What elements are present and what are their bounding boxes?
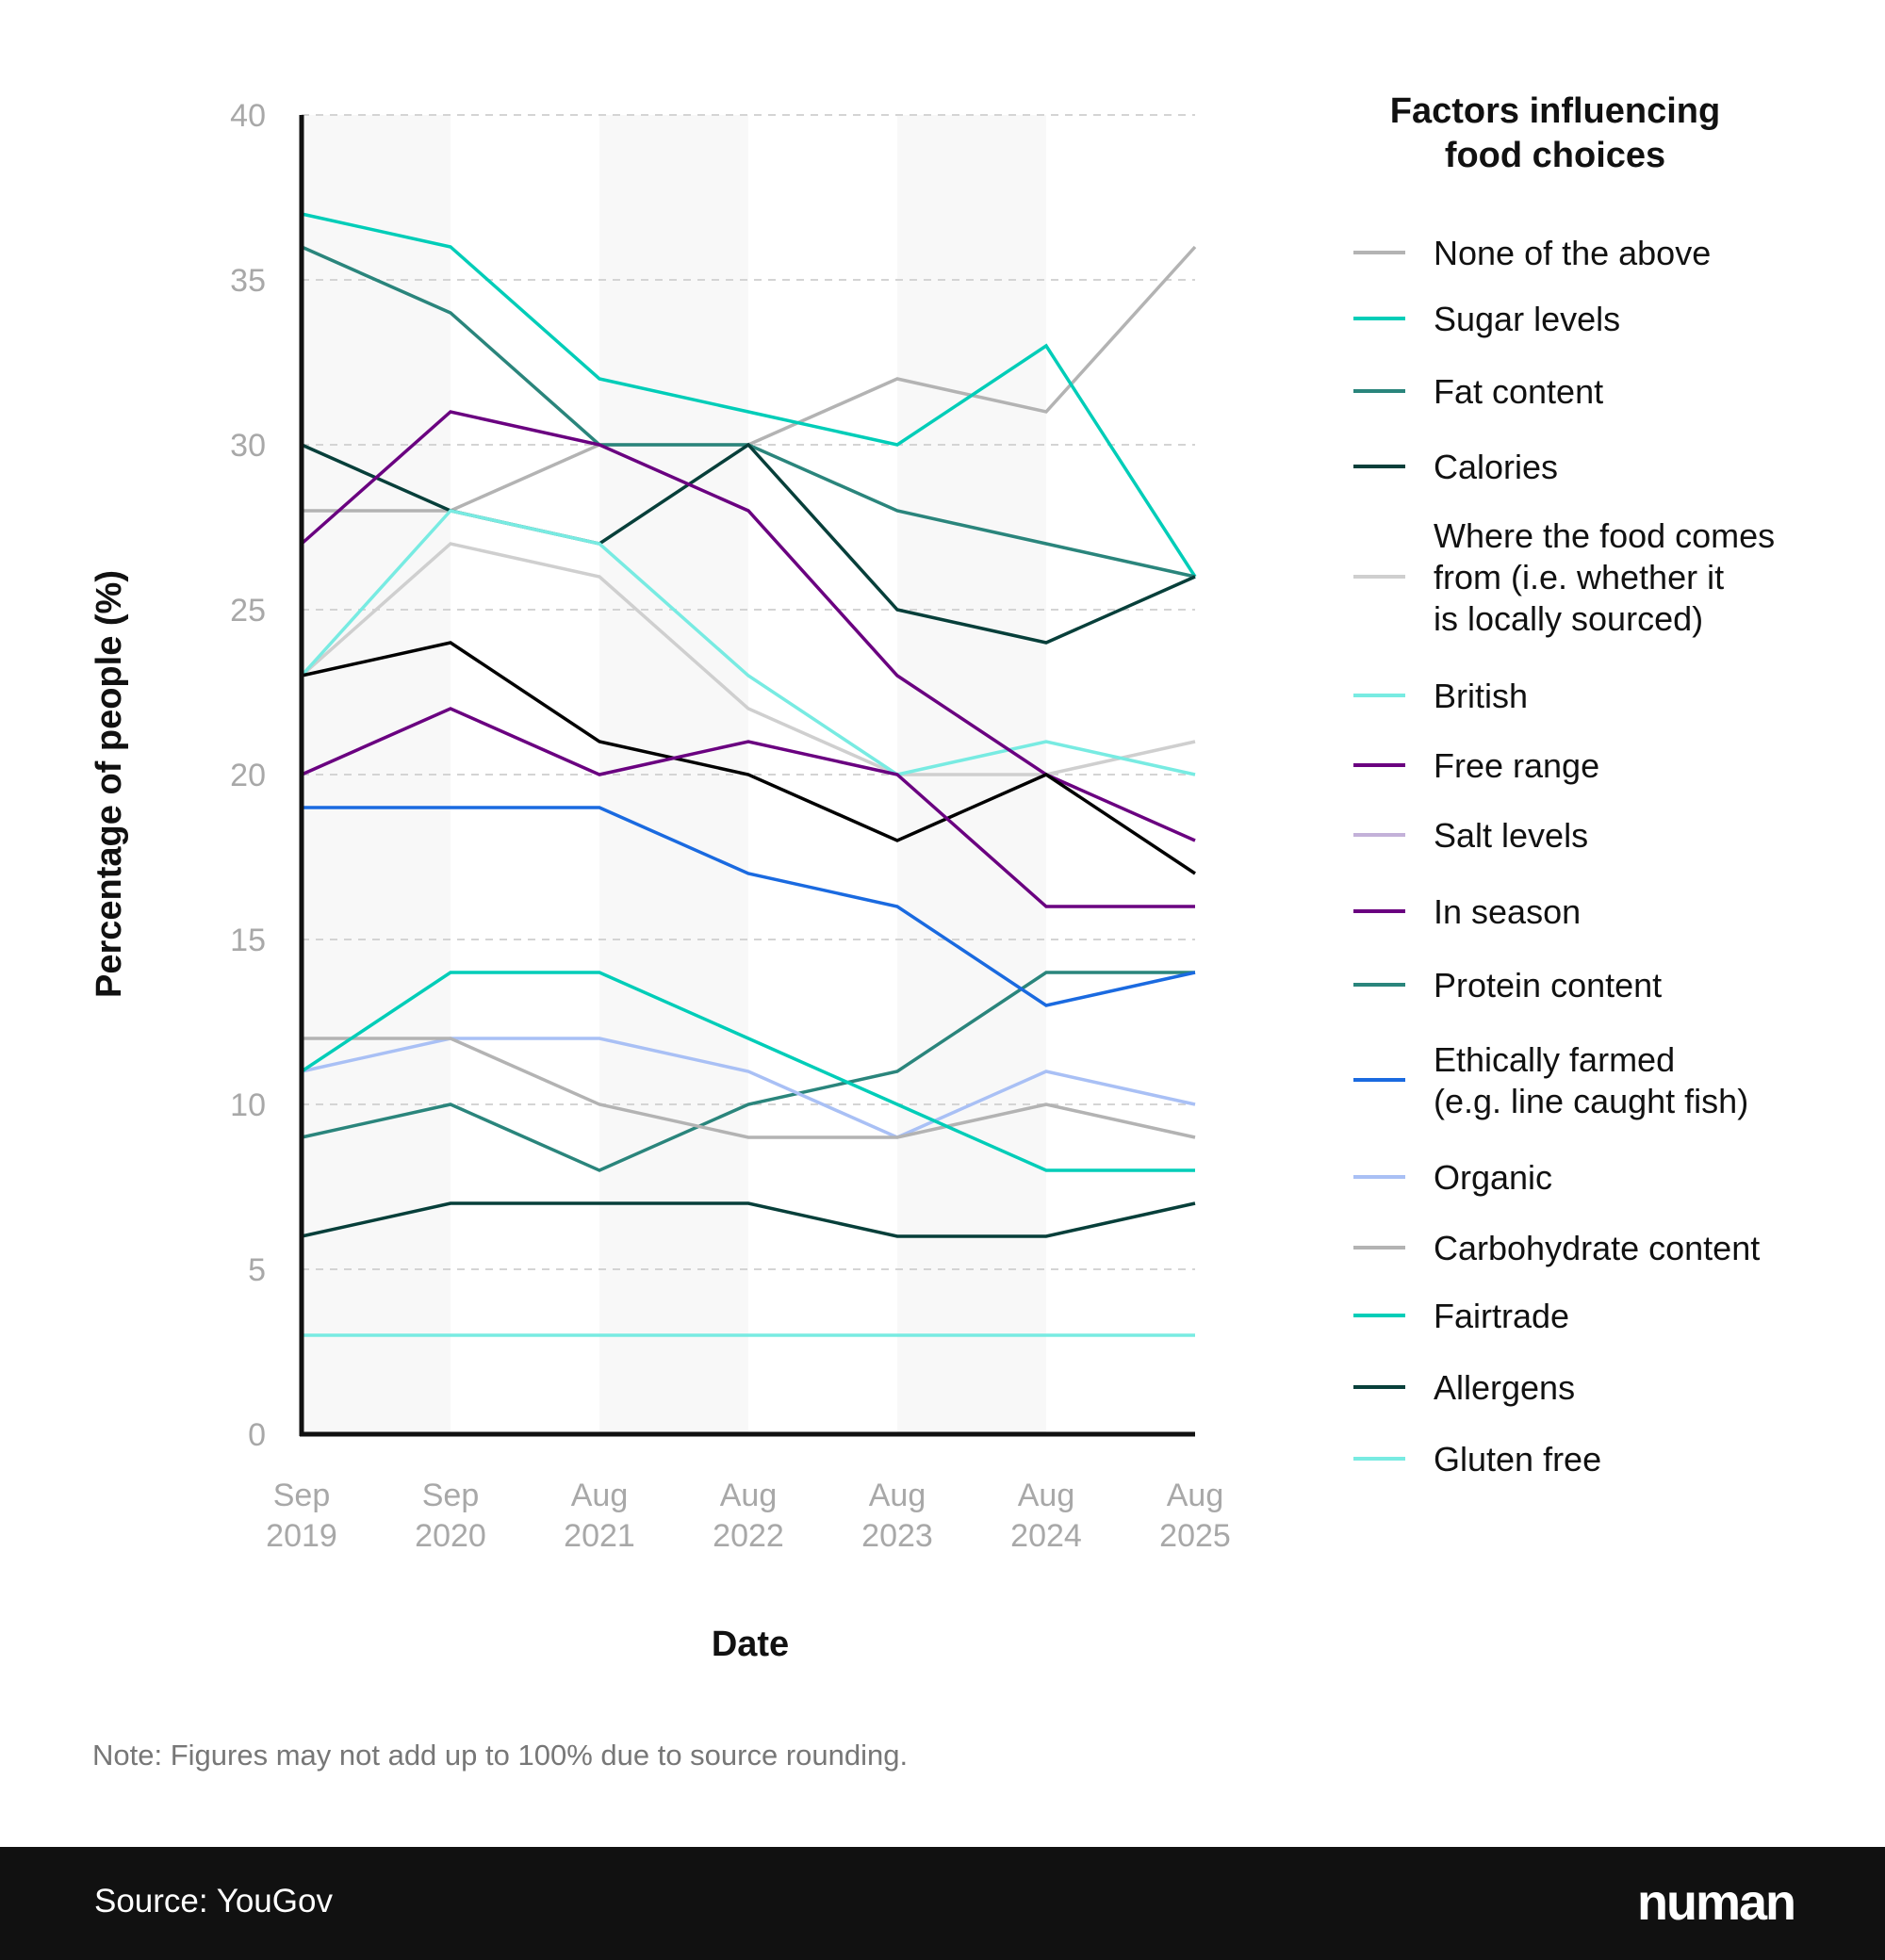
- x-tick-label: 2021: [564, 1518, 635, 1554]
- x-tick-label: Aug: [720, 1478, 778, 1513]
- series-line-in-season: [301, 707, 1195, 908]
- legend-label: Gluten free: [1434, 1440, 1601, 1478]
- x-tick-label: 2024: [1010, 1518, 1082, 1554]
- y-tick-label: 25: [230, 593, 266, 629]
- legend-label: Where the food comes: [1434, 516, 1775, 555]
- y-tick-label: 0: [248, 1417, 266, 1453]
- legend-label: is locally sourced): [1434, 599, 1703, 638]
- legend-label: (e.g. line caught fish): [1434, 1082, 1748, 1120]
- numan-logo: numan: [1636, 1874, 1796, 1931]
- y-tick-label: 35: [230, 263, 266, 299]
- x-tick-label: 2025: [1159, 1518, 1231, 1554]
- series-line-ethically-farmed-e-g-line-caught-fish: [302, 806, 1196, 1007]
- legend-label: Free range: [1434, 746, 1599, 785]
- legend-label: Fat content: [1434, 372, 1603, 411]
- legend-label: Calories: [1434, 448, 1558, 486]
- legend-label: Organic: [1434, 1158, 1552, 1197]
- footnote: Note: Figures may not add up to 100% due…: [92, 1739, 909, 1772]
- legend-title: Factors influencing: [1390, 91, 1720, 131]
- x-axis-label: Date: [712, 1625, 789, 1664]
- series-line-allergens: [301, 1201, 1196, 1238]
- x-tick-label: Aug: [869, 1478, 926, 1513]
- series-line-fairtrade: [301, 971, 1195, 1172]
- legend-label: Carbohydrate content: [1434, 1229, 1760, 1267]
- x-tick-label: Aug: [1018, 1478, 1075, 1513]
- legend-label: In season: [1434, 892, 1581, 931]
- legend-label: None of the above: [1434, 234, 1711, 272]
- series-line-british: [300, 509, 1196, 776]
- x-tick-label: 2023: [861, 1518, 933, 1554]
- y-tick-label: 10: [230, 1087, 266, 1123]
- series-line-carbohydrate-content: [302, 1037, 1196, 1139]
- y-tick-label: 30: [230, 428, 266, 464]
- legend-label: Ethically farmed: [1434, 1040, 1675, 1079]
- y-tick-label: 15: [230, 923, 266, 958]
- y-tick-label: 5: [248, 1252, 266, 1288]
- legend-label: Salt levels: [1434, 816, 1588, 855]
- source-label: Source: YouGov: [94, 1883, 333, 1919]
- legend-label: from (i.e. whether it: [1434, 558, 1724, 596]
- legend-label: Protein content: [1434, 966, 1662, 1004]
- footer-bar: Source: YouGov numan: [0, 1847, 1885, 1960]
- series-line-salt-levels: [301, 641, 1196, 875]
- x-tick-label: 2020: [415, 1518, 486, 1554]
- y-tick-label: 20: [230, 758, 266, 793]
- y-axis-label: Percentage of people (%): [90, 570, 129, 998]
- x-tick-label: 2019: [266, 1518, 337, 1554]
- series-line-sugar-levels: [301, 212, 1197, 578]
- legend-title: food choices: [1445, 136, 1665, 175]
- legend-label: Sugar levels: [1434, 300, 1620, 338]
- x-tick-label: Aug: [1167, 1478, 1224, 1513]
- y-tick-label: 40: [230, 98, 266, 134]
- x-tick-label: Sep: [273, 1478, 331, 1513]
- x-tick-label: 2022: [713, 1518, 784, 1554]
- x-tick-label: Aug: [571, 1478, 629, 1513]
- legend-label: Allergens: [1434, 1368, 1575, 1407]
- series-line-protein-content: [301, 971, 1195, 1172]
- legend-label: Fairtrade: [1434, 1297, 1569, 1335]
- legend-label: British: [1434, 677, 1528, 715]
- x-tick-label: Sep: [422, 1478, 480, 1513]
